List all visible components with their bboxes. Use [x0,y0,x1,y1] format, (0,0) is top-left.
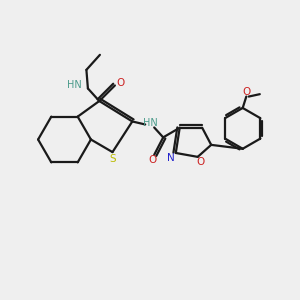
Text: O: O [242,87,250,98]
Text: S: S [109,154,116,164]
Text: N: N [167,153,174,164]
Text: O: O [196,157,205,167]
Text: HN: HN [67,80,81,90]
Text: HN: HN [142,118,158,128]
Text: O: O [148,155,157,165]
Text: O: O [116,78,124,88]
